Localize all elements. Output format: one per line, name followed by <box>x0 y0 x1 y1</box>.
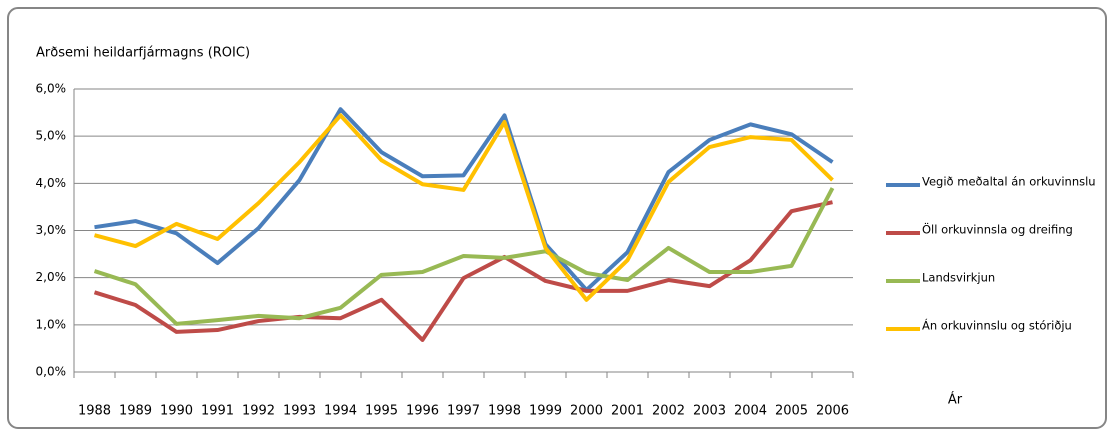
x-tick-label: 2002 <box>652 404 685 419</box>
legend-label: Án orkuvinnslu og stóriðju <box>922 318 1072 333</box>
x-tick-label: 1993 <box>283 404 316 419</box>
y-tick-label: 6,0% <box>36 82 67 96</box>
x-tick-label: 1996 <box>406 404 439 419</box>
x-tick-label: 1988 <box>78 404 111 419</box>
x-tick-label: 1990 <box>160 404 193 419</box>
x-axis-label: Ár <box>948 392 963 408</box>
legend-label: Öll orkuvinnsla og dreifing <box>922 221 1073 237</box>
y-tick-label: 4,0% <box>36 176 67 190</box>
y-tick-label: 5,0% <box>36 129 67 143</box>
series-line <box>94 107 834 292</box>
series-line <box>93 113 834 302</box>
legend-label: Landsvirkjun <box>922 271 995 285</box>
x-tick-label: 1994 <box>324 404 357 419</box>
chart-border <box>7 7 1107 429</box>
y-tick-label: 1,0% <box>36 317 67 331</box>
x-tick-label: 1997 <box>447 404 480 419</box>
legend-label: Vegið meðaltal án orkuvinnslu <box>922 175 1096 189</box>
y-tick-label: 0,0% <box>36 365 67 379</box>
x-tick-label: 2003 <box>693 404 726 419</box>
y-tick-label: 3,0% <box>36 223 67 237</box>
x-tick-label: 1992 <box>242 404 275 419</box>
x-tick-label: 2004 <box>734 404 767 419</box>
x-tick-label: 1998 <box>488 404 521 419</box>
series-line <box>93 200 833 342</box>
x-tick-label: 2001 <box>611 404 644 419</box>
series-line <box>93 187 835 326</box>
x-tick-label: 1989 <box>119 404 152 419</box>
x-tick-label: 2005 <box>775 404 808 419</box>
x-tick-label: 1999 <box>529 404 562 419</box>
chart-title: Arðsemi heildarfjármagns (ROIC) <box>36 46 250 61</box>
x-tick-label: 2006 <box>816 404 849 419</box>
x-tick-label: 1995 <box>365 404 398 419</box>
x-tick-label: 1991 <box>201 404 234 419</box>
x-tick-label: 2000 <box>570 404 603 419</box>
y-tick-label: 2,0% <box>36 270 67 284</box>
